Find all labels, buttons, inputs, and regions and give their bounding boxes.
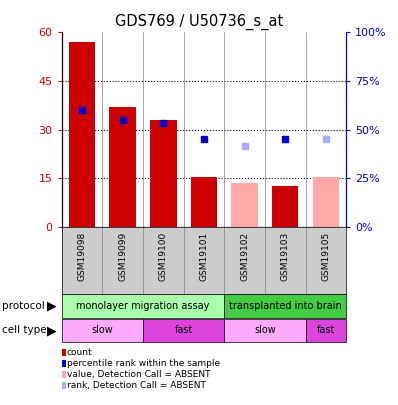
Text: GSM19100: GSM19100 (159, 232, 168, 281)
Text: ▶: ▶ (47, 300, 57, 313)
Bar (306, 319, 346, 342)
Bar (62, 319, 143, 342)
Bar (109, 107, 136, 227)
Text: GDS769 / U50736_s_at: GDS769 / U50736_s_at (115, 14, 283, 30)
Text: GSM19101: GSM19101 (199, 232, 209, 281)
Bar (150, 120, 177, 227)
Bar (231, 183, 258, 227)
Text: fast: fast (317, 326, 335, 335)
Text: percentile rank within the sample: percentile rank within the sample (67, 359, 220, 368)
Bar (62, 294, 224, 318)
Text: value, Detection Call = ABSENT: value, Detection Call = ABSENT (67, 370, 210, 379)
Text: rank, Detection Call = ABSENT: rank, Detection Call = ABSENT (67, 381, 206, 390)
Text: GSM19105: GSM19105 (322, 232, 330, 281)
Text: GSM19102: GSM19102 (240, 232, 249, 281)
Text: transplanted into brain: transplanted into brain (229, 301, 341, 311)
Text: GSM19103: GSM19103 (281, 232, 290, 281)
Bar (224, 319, 306, 342)
Bar (69, 42, 95, 227)
Bar (272, 186, 298, 227)
Text: GSM19099: GSM19099 (118, 232, 127, 281)
Text: fast: fast (174, 326, 193, 335)
Text: slow: slow (254, 326, 276, 335)
Text: monolayer migration assay: monolayer migration assay (76, 301, 210, 311)
Text: slow: slow (92, 326, 113, 335)
Text: count: count (67, 348, 92, 357)
Text: GSM19098: GSM19098 (78, 232, 86, 281)
Text: cell type: cell type (2, 326, 47, 335)
Text: ▶: ▶ (47, 324, 57, 337)
Bar (313, 177, 339, 227)
Bar (191, 177, 217, 227)
Bar (143, 319, 224, 342)
Bar (224, 294, 346, 318)
Text: protocol: protocol (2, 301, 45, 311)
